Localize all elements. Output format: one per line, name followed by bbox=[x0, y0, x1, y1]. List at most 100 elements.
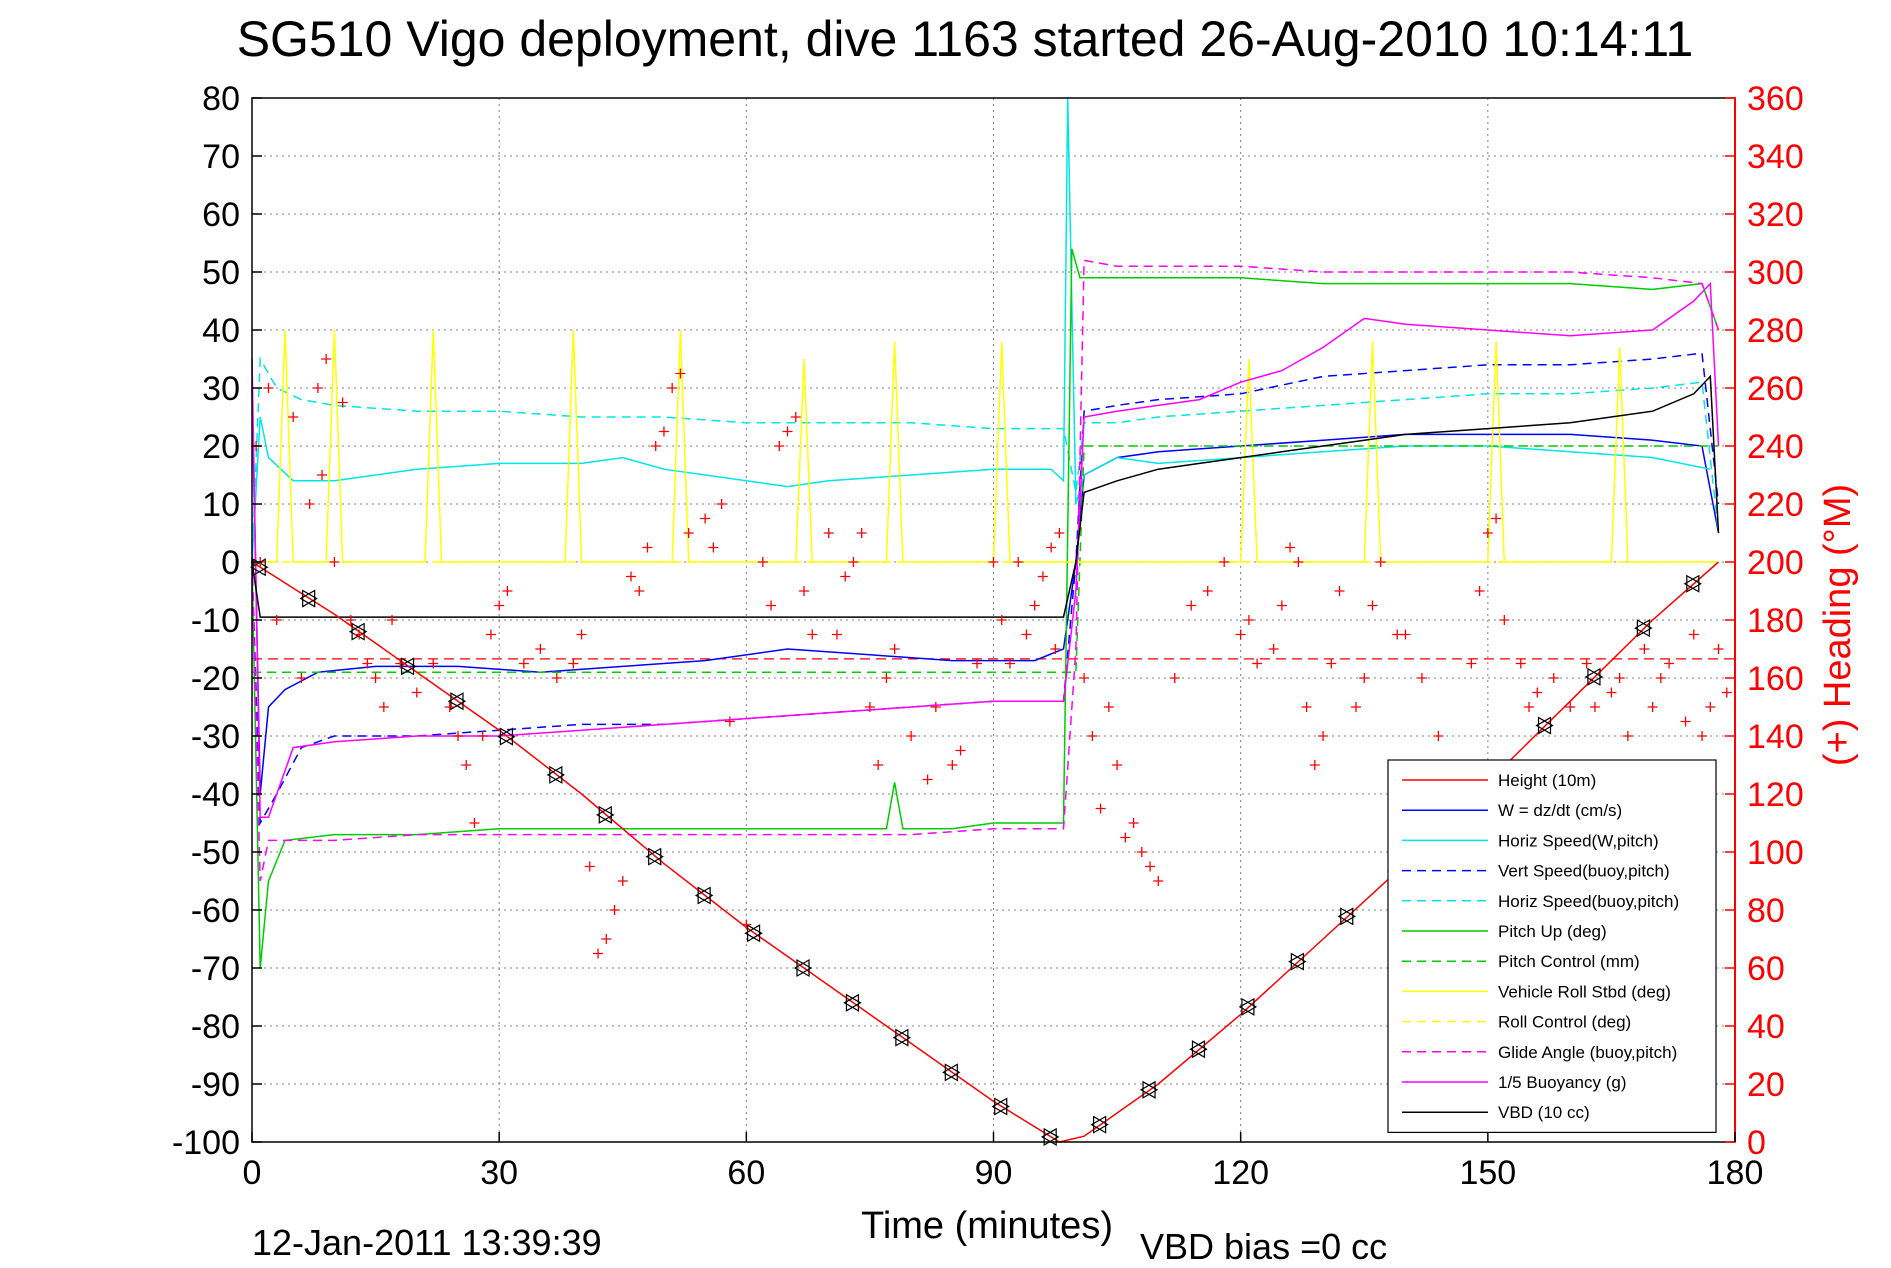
depth-marker bbox=[596, 805, 612, 824]
depth-marker bbox=[348, 622, 365, 641]
y-tick-label: -90 bbox=[191, 1066, 240, 1104]
heading-point bbox=[1153, 876, 1164, 886]
heading-point bbox=[1581, 658, 1592, 669]
x-tick-label: 60 bbox=[727, 1154, 765, 1192]
right-tick-label: 240 bbox=[1747, 428, 1804, 466]
heading-point bbox=[1318, 731, 1329, 741]
heading-point bbox=[568, 658, 579, 669]
heading-point bbox=[757, 557, 768, 567]
heading-point bbox=[1515, 658, 1526, 669]
heading-point bbox=[1548, 673, 1559, 683]
heading-point bbox=[889, 644, 900, 654]
depth-marker bbox=[796, 958, 813, 978]
heading-point bbox=[317, 470, 328, 480]
heading-point bbox=[1087, 731, 1098, 741]
heading-point bbox=[1416, 673, 1427, 683]
heading-point bbox=[1112, 760, 1123, 770]
depth-marker bbox=[398, 657, 415, 676]
heading-point bbox=[708, 542, 719, 553]
heading-point bbox=[263, 383, 274, 393]
legend-label: Glide Angle (buoy,pitch) bbox=[1498, 1043, 1677, 1062]
depth-marker bbox=[400, 657, 417, 676]
heading-point bbox=[337, 397, 348, 408]
x-tick-label: 90 bbox=[975, 1154, 1013, 1192]
depth-marker bbox=[299, 589, 316, 608]
depth-marker bbox=[1191, 1040, 1208, 1059]
depth-marker bbox=[1139, 1080, 1156, 1099]
heading-point bbox=[617, 876, 628, 886]
x-axis-label: Time (minutes) bbox=[861, 1205, 1113, 1247]
heading-point bbox=[741, 919, 752, 930]
legend-label: Height (10m) bbox=[1498, 771, 1596, 790]
heading-point bbox=[823, 528, 834, 538]
legend-label: 1/5 Buoyancy (g) bbox=[1498, 1073, 1627, 1092]
grid-lines bbox=[251, 98, 1736, 1142]
heading-point bbox=[625, 571, 636, 582]
legend-label: Vehicle Roll Stbd (deg) bbox=[1498, 982, 1671, 1001]
x-tick-label: 120 bbox=[1212, 1154, 1269, 1192]
heading-point bbox=[1532, 687, 1543, 698]
heading-point bbox=[1655, 673, 1666, 683]
heading-point bbox=[1276, 600, 1287, 611]
heading-point bbox=[428, 658, 439, 669]
heading-point bbox=[1375, 557, 1386, 567]
x-tick-label: 30 bbox=[480, 1154, 518, 1192]
heading-point bbox=[1219, 557, 1230, 567]
right-tick-label: 280 bbox=[1747, 312, 1804, 350]
series-line-9 bbox=[251, 259, 1720, 882]
heading-point bbox=[452, 731, 463, 741]
x-tick-label: 180 bbox=[1707, 1154, 1764, 1192]
heading-point bbox=[658, 426, 669, 437]
heading-point bbox=[387, 615, 398, 625]
heading-point bbox=[288, 412, 299, 422]
depth-marker bbox=[1337, 907, 1354, 926]
y-tick-label: 30 bbox=[202, 370, 240, 408]
depth-marker bbox=[1093, 1115, 1109, 1134]
legend: Height (10m) W = dz/dt (cm/s) Horiz Speed(… bbox=[1387, 759, 1717, 1133]
heading-point bbox=[766, 600, 777, 611]
y-tick-label: 0 bbox=[221, 544, 240, 582]
heading-point bbox=[1293, 557, 1304, 567]
depth-marker bbox=[1288, 952, 1304, 971]
right-y-ticks: 3603403203002802602402202001801601401201… bbox=[1725, 80, 1804, 1162]
depth-marker bbox=[302, 589, 318, 608]
heading-point bbox=[947, 760, 958, 770]
chart-title: SG510 Vigo deployment, dive 1163 started… bbox=[237, 11, 1694, 67]
depth-marker bbox=[1090, 1115, 1107, 1134]
depth-marker bbox=[843, 993, 860, 1012]
series-line-5 bbox=[251, 248, 1720, 969]
heading-point bbox=[304, 499, 315, 509]
depth-marker bbox=[697, 886, 714, 905]
heading-point bbox=[1243, 615, 1254, 625]
heading-point bbox=[1705, 702, 1716, 712]
heading-point bbox=[1647, 702, 1658, 712]
depth-marker bbox=[447, 692, 464, 711]
depth-marker bbox=[1686, 574, 1703, 593]
heading-point bbox=[593, 948, 604, 959]
heading-point bbox=[485, 629, 496, 640]
depth-marker bbox=[546, 765, 563, 784]
heading-point bbox=[1433, 731, 1444, 741]
depth-marker bbox=[1189, 1040, 1206, 1059]
y-tick-label: 10 bbox=[202, 486, 240, 524]
heading-point bbox=[774, 441, 785, 451]
right-tick-label: 360 bbox=[1747, 80, 1804, 118]
y-tick-label: -60 bbox=[191, 892, 240, 930]
heading-point bbox=[411, 687, 422, 698]
legend-label: Pitch Up (deg) bbox=[1498, 922, 1607, 941]
heading-point bbox=[650, 441, 661, 451]
series-line-6 bbox=[252, 445, 1719, 673]
heading-point bbox=[807, 629, 818, 640]
heading-point bbox=[1186, 600, 1197, 611]
heading-point bbox=[996, 615, 1007, 625]
heading-point bbox=[601, 934, 612, 944]
heading-point bbox=[1622, 731, 1633, 741]
heading-point bbox=[1004, 658, 1015, 669]
heading-point bbox=[1145, 861, 1156, 872]
heading-point bbox=[1136, 847, 1147, 857]
heading-point bbox=[1359, 673, 1370, 683]
heading-point bbox=[864, 702, 875, 712]
heading-point bbox=[321, 354, 332, 364]
y-tick-label: -30 bbox=[191, 718, 240, 756]
right-tick-label: 260 bbox=[1747, 370, 1804, 408]
